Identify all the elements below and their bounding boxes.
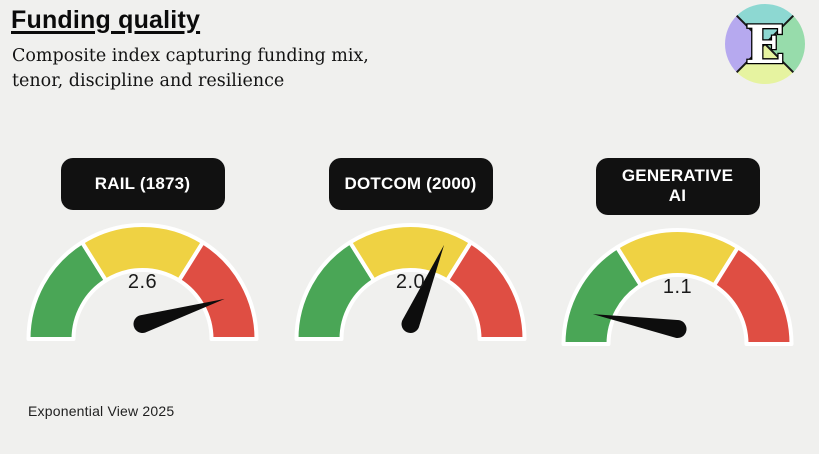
logo-quadrant-right bbox=[765, 15, 805, 73]
page-subtitle: Composite index capturing funding mix, t… bbox=[12, 46, 369, 92]
gauge-label-pill: DOTCOM (2000) bbox=[328, 158, 493, 210]
logo-letter: E bbox=[745, 15, 785, 76]
logo-quadrant-top bbox=[736, 4, 794, 44]
logo-quadrant-left bbox=[725, 15, 765, 73]
gauge-value: 2.0 bbox=[395, 271, 426, 293]
logo-quadrant-bottom bbox=[736, 44, 794, 84]
logo-svg: E bbox=[725, 4, 805, 84]
gauge-needle bbox=[401, 244, 445, 333]
gauge-zone-red bbox=[177, 240, 259, 341]
gauge-zone-red bbox=[445, 240, 527, 341]
gauge-label-pill: GENERATIVE AI bbox=[595, 158, 760, 215]
gauge-dial: 1.1 bbox=[555, 223, 800, 353]
gauge-dial: 2.6 bbox=[20, 218, 265, 348]
gauge-needle bbox=[592, 313, 687, 338]
page-title: Funding quality bbox=[11, 6, 201, 34]
gauge-generative-ai: GENERATIVE AI 1.1 bbox=[555, 156, 800, 353]
gauge-zone-red bbox=[712, 245, 794, 346]
gauge-dotcom: DOTCOM (2000) 2.0 bbox=[288, 156, 533, 348]
gauge-value: 2.6 bbox=[127, 271, 158, 293]
gauge-label-pill: RAIL (1873) bbox=[60, 158, 225, 210]
logo-divider-line bbox=[736, 15, 794, 73]
exponential-view-logo-icon: E bbox=[724, 3, 806, 85]
gauge-value: 1.1 bbox=[662, 275, 693, 298]
gauge-dial: 2.0 bbox=[288, 218, 533, 348]
gauge-rail: RAIL (1873) 2.6 bbox=[20, 156, 265, 348]
gauge-needle bbox=[133, 298, 225, 333]
footer-credit: Exponential View 2025 bbox=[28, 403, 175, 419]
